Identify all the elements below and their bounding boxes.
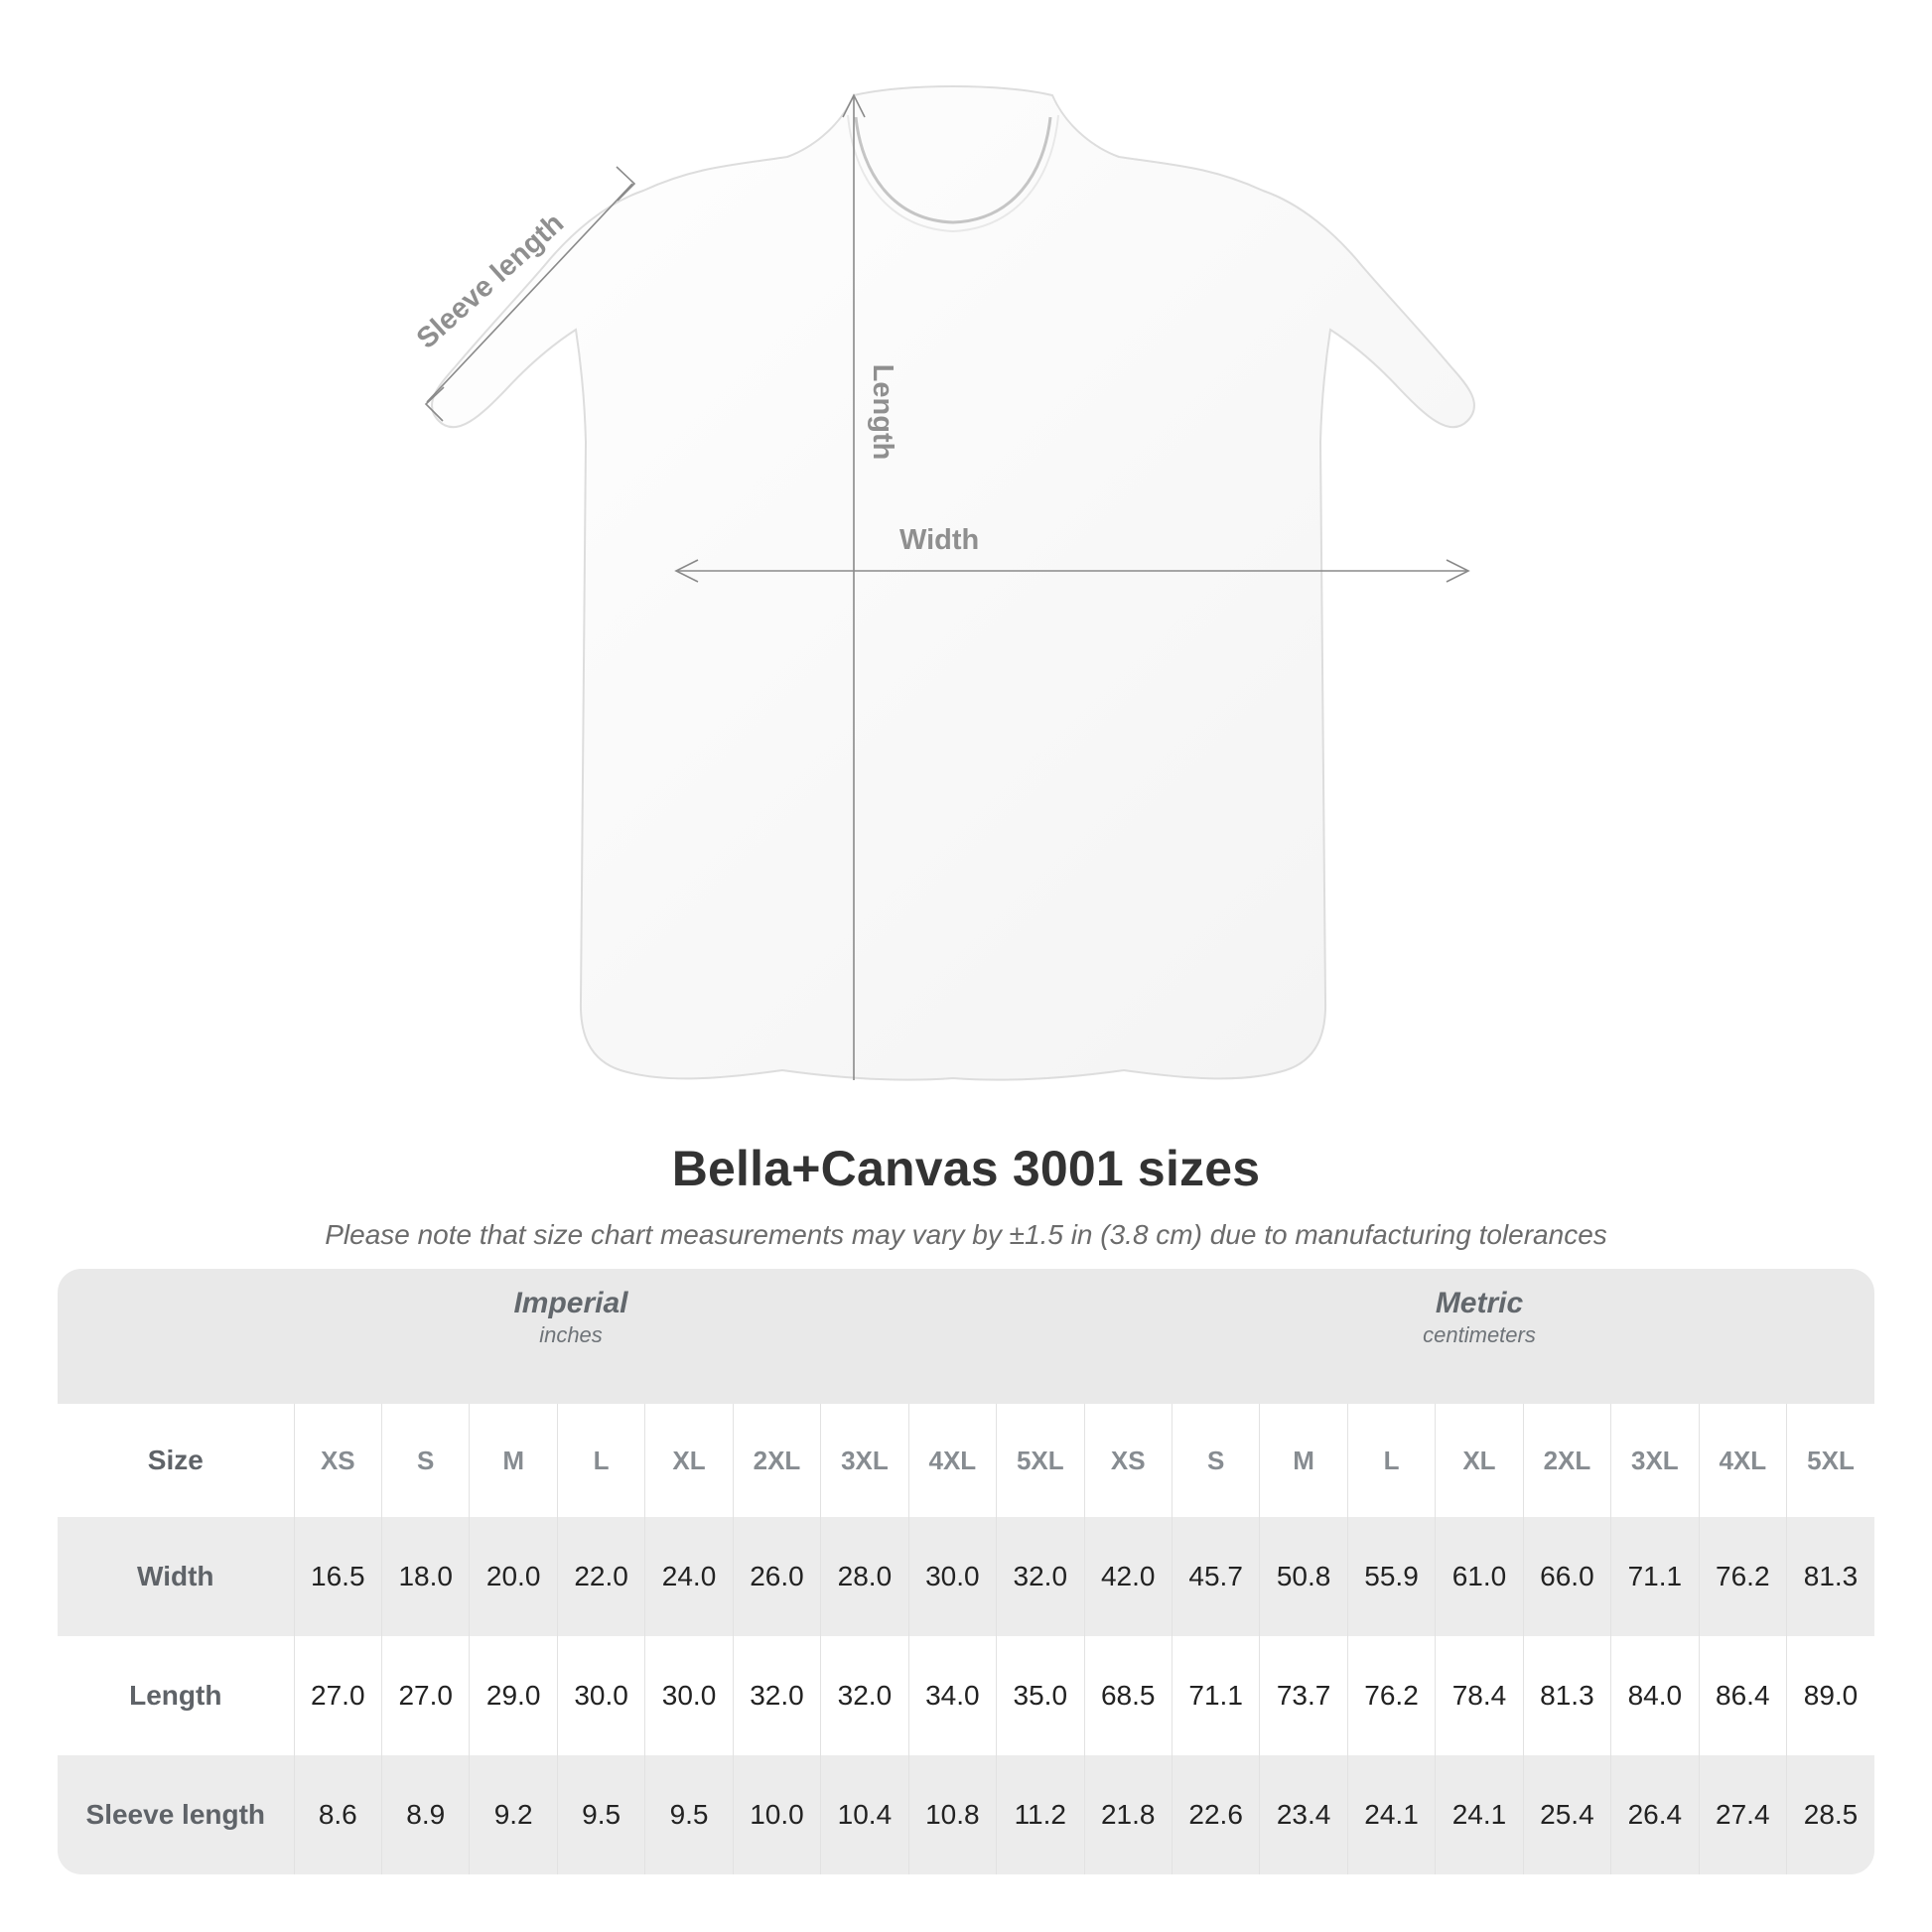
svg-text:Width: Width [899,524,979,556]
svg-text:Length: Length [867,364,898,461]
